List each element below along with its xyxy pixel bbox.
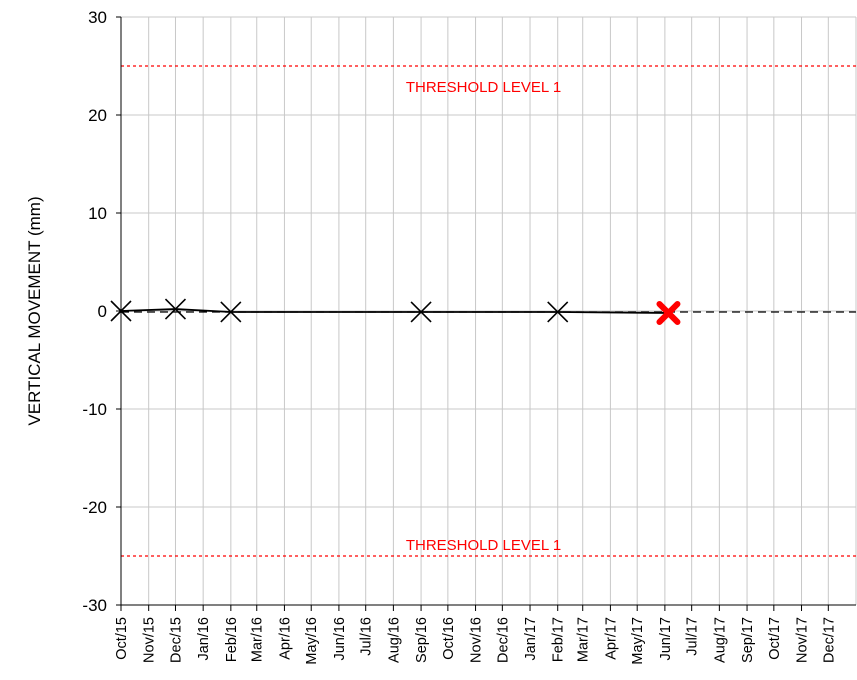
threshold-label: THRESHOLD LEVEL 1 [406,537,561,554]
x-tick-label: Mar/16 [250,617,266,662]
axis-layer: 30 20 10 0 -10 -20 -30 Oct/15 Nov/15 Dec/15 Jan/16… [82,8,856,665]
y-tick-label: -30 [82,596,107,615]
threshold-label: THRESHOLD LEVEL 1 [406,79,561,96]
x-tick-label: Jan/16 [196,617,212,661]
x-tick-label: Nov/17 [795,617,811,663]
x-tick-label: Feb/17 [551,617,567,662]
x-tick-label: Jan/17 [523,617,539,661]
data-point [410,301,432,323]
x-tick-label: Jul/17 [685,617,701,656]
data-point-stroke [547,301,569,323]
y-tick-label: 20 [88,106,107,125]
latest-data-point [656,300,681,325]
x-tick-label: Aug/16 [386,617,402,663]
x-tick-label: Jul/16 [359,617,375,656]
x-tick-label: Oct/15 [114,617,130,660]
x-tick-label: Nov/15 [142,617,158,663]
x-tick-label: Nov/16 [469,617,485,663]
data-point-stroke [164,298,187,320]
y-tick-label: -20 [82,498,107,517]
data-point-stroke [220,301,242,323]
y-tick-label: -10 [82,400,107,419]
y-axis-title: VERTICAL MOVEMENT (mm) [25,196,44,425]
x-tick-label: May/16 [304,617,320,665]
data-point [164,298,187,320]
x-tick-label: Jun/16 [332,617,348,661]
x-tick-label: Mar/17 [576,617,592,662]
x-tick-label: Apr/16 [277,617,293,660]
threshold-layer: THRESHOLD LEVEL 1 THRESHOLD LEVEL 1 [121,65,856,557]
x-tick-label: Apr/17 [603,617,619,660]
y-tick-label: 10 [88,204,107,223]
y-tick-label: 0 [98,302,107,321]
x-tick-label: Dec/15 [168,617,184,663]
data-point [220,301,242,323]
x-tick-label: Jun/17 [658,617,674,661]
x-tick-label: Feb/16 [224,617,240,662]
series-layer [110,298,856,325]
latest-point-stroke [656,300,681,325]
x-tick-label: Sep/16 [414,617,430,663]
data-point [547,301,569,323]
data-point-stroke [410,301,432,323]
x-tick-label: Dec/16 [495,617,511,663]
x-tick-label: Dec/17 [821,617,837,663]
x-tick-label: Sep/17 [740,617,756,663]
x-tick-label: Oct/17 [767,617,783,660]
x-tick-label: May/17 [630,617,646,665]
x-tick-label: Aug/17 [712,617,728,663]
x-tick-label: Oct/16 [441,617,457,660]
grid-layer [120,16,857,606]
series-line [120,308,669,314]
y-tick-label: 30 [88,8,107,27]
